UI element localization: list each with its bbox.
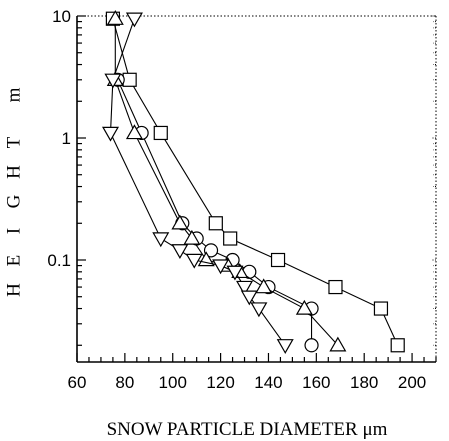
x-tick-label: 120: [206, 373, 234, 392]
series-square: [105, 11, 405, 353]
x-tick-label: 60: [68, 373, 87, 392]
x-tick-label: 200: [398, 373, 426, 392]
data-point-square: [270, 252, 286, 268]
y-axis-title-letter: H: [4, 283, 25, 297]
x-tick-label: 160: [302, 373, 330, 392]
axis-labels: 60 80 100 120 140 160 180 200 10 1 0.1 SNOW PARTICL…: [4, 7, 427, 440]
x-axis-title: SNOW PARTICLE DIAMETER μm: [107, 419, 388, 440]
x-tick-label: 180: [350, 373, 378, 392]
data-point-triangle-down: [171, 244, 189, 260]
data-point-triangle-up: [171, 214, 189, 230]
data-point-triangle-down: [185, 253, 203, 269]
x-tick-label: 80: [115, 373, 134, 392]
data-point-triangle-down: [250, 302, 268, 318]
data-point-circle: [203, 243, 219, 258]
data-point-square: [390, 338, 405, 353]
series-line-triangle-down: [109, 18, 286, 346]
data-point-triangle-down: [125, 12, 143, 28]
data-point-triangle-down: [212, 259, 230, 275]
axis-ticks: [76, 15, 437, 362]
y-axis-title-letter: G: [4, 194, 25, 208]
series-line-square: [112, 18, 399, 346]
data-point-triangle-up: [106, 10, 124, 25]
data-series: [101, 10, 405, 354]
x-tick-label: 100: [159, 373, 187, 392]
data-point-triangle-up: [197, 251, 215, 267]
data-point-square: [328, 279, 343, 295]
data-point-square: [373, 301, 389, 316]
y-axis-title-letter: H: [4, 165, 25, 179]
series-circle: [110, 72, 319, 353]
series-triangle-down: [101, 12, 294, 354]
y-axis-title-letter: I: [4, 228, 25, 234]
data-point-triangle-down: [236, 280, 254, 296]
data-point-circle: [304, 338, 319, 353]
data-point-triangle-up: [329, 336, 347, 352]
y-axis-title: H E I G H Tm: [4, 87, 25, 296]
series-line-triangle-up: [114, 18, 339, 346]
data-point-triangle-down: [104, 73, 122, 89]
data-point-triangle-up: [255, 278, 273, 294]
data-point-triangle-down: [226, 265, 244, 281]
y-axis-unit: m: [4, 87, 25, 102]
x-tick-label: 140: [254, 373, 282, 392]
y-axis-title-letter: E: [4, 255, 25, 267]
y-tick-label: 0.1: [47, 251, 71, 270]
data-point-square: [208, 216, 223, 231]
data-point-triangle-up: [295, 299, 313, 315]
data-point-square: [153, 125, 168, 141]
data-point-square: [122, 72, 137, 87]
data-point-triangle-up: [125, 124, 143, 140]
y-axis-title-letter: T: [4, 136, 25, 148]
series-line-circle: [117, 79, 313, 346]
y-tick-label: 1: [62, 129, 71, 148]
data-point-square: [223, 231, 238, 246]
data-point-triangle-up: [183, 229, 201, 245]
data-point-triangle-down: [152, 232, 170, 248]
data-point-triangle-down: [240, 290, 258, 306]
data-point-triangle-down: [101, 126, 120, 142]
data-point-triangle-down: [276, 339, 294, 354]
y-tick-label: 10: [52, 7, 71, 26]
series-triangle-up: [106, 10, 347, 352]
